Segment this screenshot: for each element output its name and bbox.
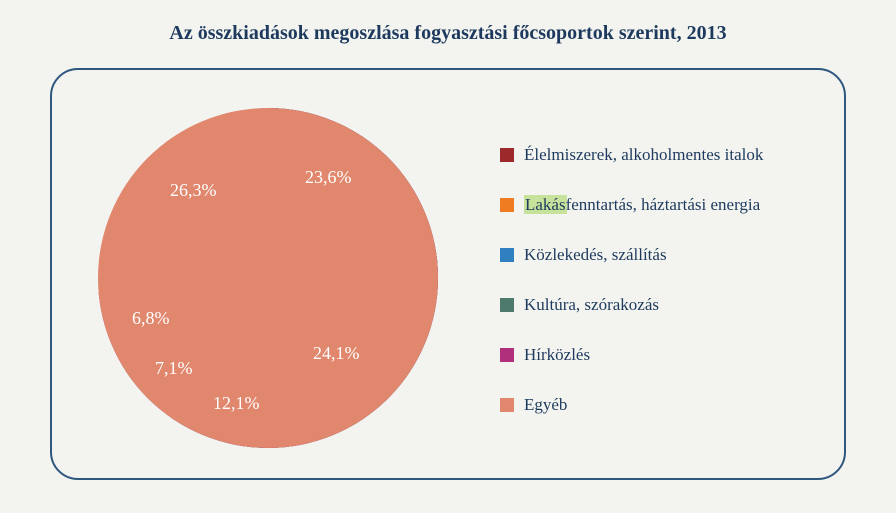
legend-swatch [500,298,514,312]
legend-label-highlight: Lakás [524,195,567,214]
legend-swatch [500,148,514,162]
pie-label-hirkozles: 6,8% [132,308,170,329]
legend-item: Kultúra, szórakozás [500,280,763,330]
legend-label: Egyéb [524,395,567,415]
legend-item: Lakásfenntartás, háztartási energia [500,180,763,230]
pie-label-kozlekedes: 12,1% [213,393,260,414]
legend-item: Hírközlés [500,330,763,380]
legend-label: Élelmiszerek, alkoholmentes italok [524,145,763,165]
legend: Élelmiszerek, alkoholmentes italok Lakásf… [500,130,763,430]
legend-label: Lakásfenntartás, háztartási energia [524,195,760,215]
legend-label: Közlekedés, szállítás [524,245,667,265]
legend-swatch [500,198,514,212]
pie-label-lakasfenntartas: 24,1% [313,343,360,364]
chart-title: Az összkiadások megoszlása fogyasztási f… [0,22,896,45]
pie-label-elelmiszerek: 23,6% [305,167,352,188]
pie-label-egyeb: 26,3% [170,180,217,201]
legend-swatch [500,348,514,362]
legend-label: Hírközlés [524,345,590,365]
pie-slice-egyeb [98,108,438,448]
legend-item: Egyéb [500,380,763,430]
legend-swatch [500,398,514,412]
legend-item: Élelmiszerek, alkoholmentes italok [500,130,763,180]
legend-swatch [500,248,514,262]
legend-label: Kultúra, szórakozás [524,295,659,315]
pie-label-kultura: 7,1% [155,358,193,379]
legend-item: Közlekedés, szállítás [500,230,763,280]
